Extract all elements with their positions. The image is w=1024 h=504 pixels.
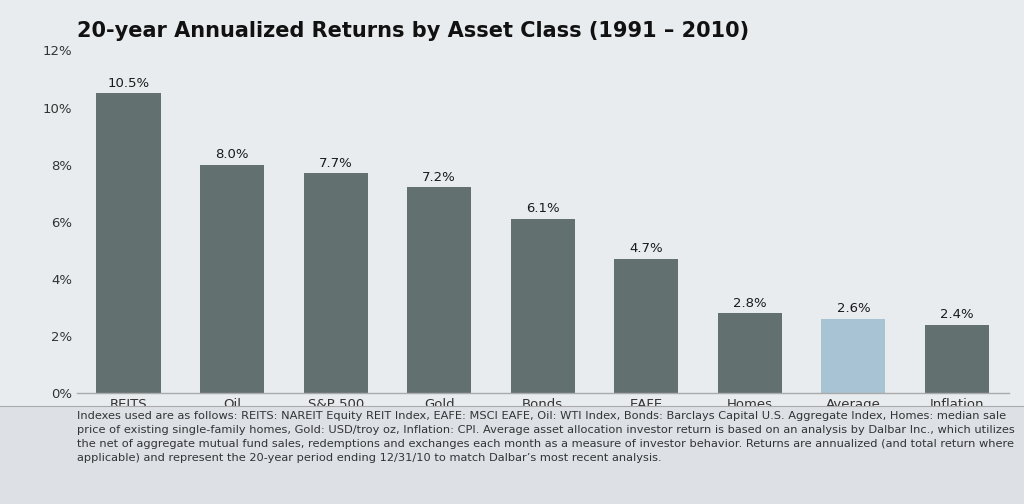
Text: 7.7%: 7.7% — [318, 157, 352, 170]
Bar — [303, 173, 368, 393]
Text: 7.2%: 7.2% — [422, 171, 456, 184]
Bar — [614, 259, 678, 393]
Bar — [821, 319, 886, 393]
Text: 20-year Annualized Returns by Asset Class (1991 – 2010): 20-year Annualized Returns by Asset Clas… — [77, 21, 749, 40]
Text: 2.6%: 2.6% — [837, 302, 870, 316]
Bar — [200, 165, 264, 393]
Text: 6.1%: 6.1% — [526, 203, 559, 216]
Text: Indexes used are as follows: REITS: NAREIT Equity REIT Index, EAFE: MSCI EAFE, O: Indexes used are as follows: REITS: NARE… — [77, 411, 1015, 463]
Bar — [408, 187, 471, 393]
Bar — [718, 313, 782, 393]
Bar — [925, 325, 989, 393]
Text: 2.8%: 2.8% — [733, 297, 767, 310]
Bar — [511, 219, 574, 393]
Text: 8.0%: 8.0% — [215, 148, 249, 161]
Bar — [96, 93, 161, 393]
Text: 2.4%: 2.4% — [940, 308, 974, 321]
Text: 10.5%: 10.5% — [108, 77, 150, 90]
Text: 4.7%: 4.7% — [630, 242, 664, 256]
